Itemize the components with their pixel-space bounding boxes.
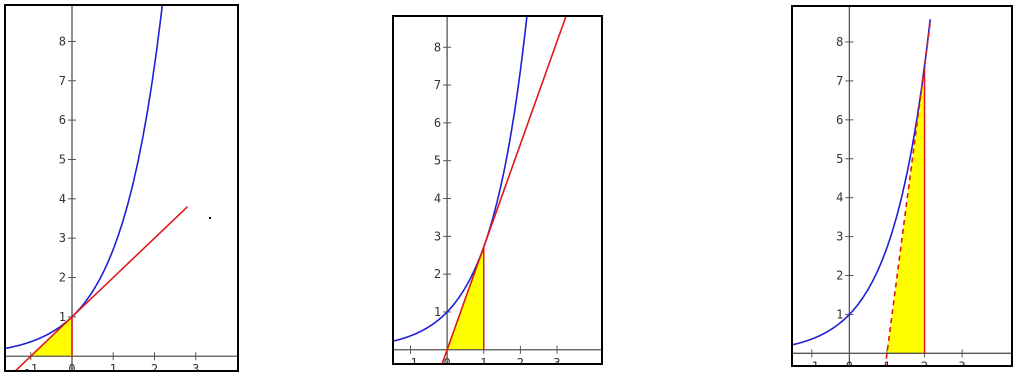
x-tick-label-1: 1 bbox=[110, 362, 117, 370]
y-tick-label-8: 8 bbox=[59, 34, 66, 48]
y-tick-label-6: 6 bbox=[59, 113, 66, 127]
y-tick-label-7: 7 bbox=[836, 74, 843, 88]
exp-curve bbox=[6, 6, 164, 350]
y-tick-label-8: 8 bbox=[836, 35, 843, 49]
y-tick-label-3: 3 bbox=[434, 229, 441, 243]
y-tick-label-3: 3 bbox=[836, 230, 843, 244]
shaded-triangle bbox=[447, 247, 484, 350]
y-tick-label-3: 3 bbox=[59, 231, 66, 245]
exp-curve bbox=[793, 19, 931, 346]
y-tick-label-5: 5 bbox=[434, 154, 441, 168]
y-tick-label-7: 7 bbox=[59, 74, 66, 88]
y-tick-label-2: 2 bbox=[59, 271, 66, 285]
tangent-line bbox=[15, 206, 189, 370]
y-tick-label-4: 4 bbox=[59, 192, 66, 206]
y-tick-label-8: 8 bbox=[434, 40, 441, 54]
x-tick-label-1: 1 bbox=[480, 356, 487, 363]
y-tick-label-5: 5 bbox=[836, 152, 843, 166]
y-tick-label-5: 5 bbox=[59, 152, 66, 166]
x-tick-label-0: 0 bbox=[68, 362, 75, 370]
stray-dot bbox=[209, 217, 211, 219]
y-tick-label-1: 1 bbox=[434, 305, 441, 319]
x-tick-label-2: 2 bbox=[517, 356, 524, 363]
chart-svg-2: -1 0 1 2 3 1 2 3 4 5 6 7 8 bbox=[394, 17, 601, 363]
chart-panel-3: -1 0 1 2 3 1 2 3 4 5 6 7 8 bbox=[791, 5, 1013, 367]
x-tick-label--1: -1 bbox=[805, 359, 819, 365]
shaded-triangle bbox=[887, 65, 925, 354]
x-tick-label--1: -1 bbox=[24, 362, 38, 370]
y-tick-label-1: 1 bbox=[59, 310, 66, 324]
y-tick-label-7: 7 bbox=[434, 78, 441, 92]
x-tick-label-2: 2 bbox=[151, 362, 158, 370]
y-tick-label-2: 2 bbox=[836, 269, 843, 283]
x-tick-label-0: 0 bbox=[444, 356, 451, 363]
y-tick-label-2: 2 bbox=[434, 267, 441, 281]
x-tick-label-1: 1 bbox=[883, 359, 890, 365]
x-tick-label-3: 3 bbox=[192, 362, 199, 370]
tangent-line bbox=[441, 17, 567, 363]
y-tick-label-6: 6 bbox=[434, 116, 441, 130]
x-tick-label-3: 3 bbox=[959, 359, 966, 365]
x-tick-label-3: 3 bbox=[553, 356, 560, 363]
x-tick-label--1: -1 bbox=[403, 356, 417, 363]
chart-svg-1: -1 0 1 2 3 1 2 3 4 5 6 7 8 bbox=[6, 6, 237, 370]
exp-curve bbox=[394, 17, 528, 342]
tangent-line bbox=[884, 22, 931, 365]
chart-panel-1: -1 0 1 2 3 1 2 3 4 5 6 7 8 bbox=[4, 4, 239, 372]
y-tick-label-4: 4 bbox=[836, 191, 843, 205]
y-tick-label-4: 4 bbox=[434, 192, 441, 206]
x-tick-label-2: 2 bbox=[921, 359, 928, 365]
y-tick-label-6: 6 bbox=[836, 113, 843, 127]
chart-panel-2: -1 0 1 2 3 1 2 3 4 5 6 7 8 bbox=[392, 15, 603, 365]
chart-svg-3: -1 0 1 2 3 1 2 3 4 5 6 7 8 bbox=[793, 7, 1011, 365]
x-tick-label-0: 0 bbox=[846, 359, 853, 365]
y-tick-label-1: 1 bbox=[836, 307, 843, 321]
